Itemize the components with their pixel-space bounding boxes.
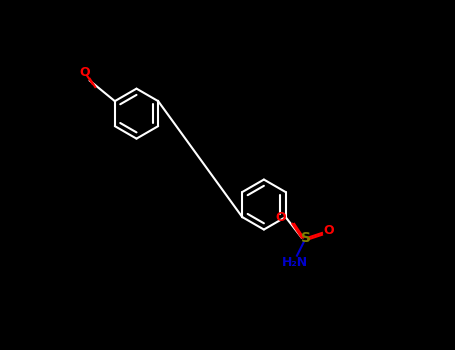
Text: O: O xyxy=(324,224,334,237)
Text: S: S xyxy=(301,231,311,245)
Text: O: O xyxy=(79,66,90,79)
Text: O: O xyxy=(276,211,286,224)
Text: H₂N: H₂N xyxy=(282,256,308,269)
